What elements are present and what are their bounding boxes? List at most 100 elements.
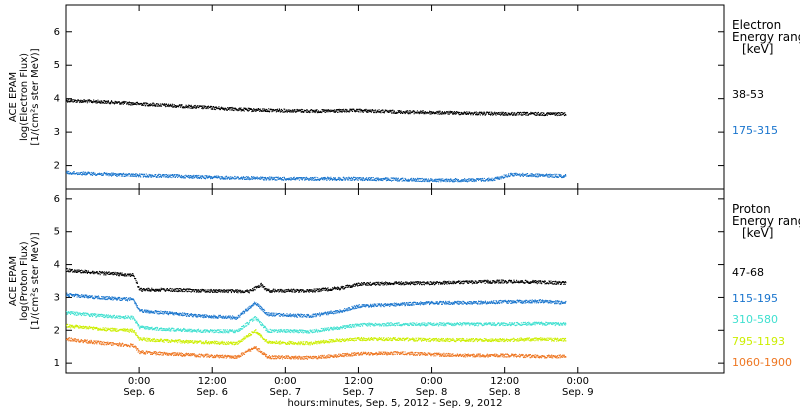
data-point	[517, 173, 519, 175]
data-point	[118, 272, 120, 274]
data-point	[145, 311, 147, 313]
data-point	[435, 113, 437, 115]
data-point	[375, 111, 377, 113]
data-point	[338, 111, 340, 113]
data-point	[323, 177, 325, 179]
data-point	[324, 311, 326, 313]
data-point	[329, 289, 331, 291]
legend-title-electron: Electron	[732, 18, 781, 32]
data-point	[178, 106, 180, 108]
data-point	[507, 176, 509, 178]
data-point	[351, 285, 353, 287]
data-point	[153, 104, 155, 106]
data-point	[229, 317, 231, 319]
data-point	[536, 173, 538, 175]
data-point	[259, 307, 261, 309]
data-point	[455, 282, 457, 284]
data-point	[314, 288, 316, 290]
data-point	[237, 176, 239, 178]
data-point	[549, 113, 551, 115]
data-point	[458, 281, 460, 283]
data-point	[173, 313, 175, 315]
data-point	[476, 178, 478, 180]
data-point	[421, 111, 423, 113]
data-point	[562, 281, 564, 283]
data-point	[353, 108, 355, 110]
data-point	[192, 289, 194, 291]
data-point	[185, 106, 187, 108]
data-point	[295, 177, 297, 179]
data-point	[218, 291, 220, 293]
data-point	[275, 109, 277, 111]
data-point	[446, 178, 448, 180]
data-point	[464, 178, 466, 180]
data-point	[469, 178, 471, 180]
data-point	[141, 289, 143, 291]
data-point	[168, 289, 170, 291]
data-point	[175, 290, 177, 292]
data-point	[159, 176, 161, 178]
data-point	[305, 110, 307, 112]
data-point	[488, 113, 490, 115]
data-point	[444, 283, 446, 285]
data-point	[556, 173, 558, 175]
data-point	[398, 180, 400, 182]
data-point	[325, 109, 327, 111]
data-point	[204, 175, 206, 177]
data-point	[430, 111, 432, 113]
data-point	[198, 289, 200, 291]
data-point	[207, 108, 209, 110]
data-point	[84, 269, 86, 271]
data-point	[481, 281, 483, 283]
data-point	[70, 99, 72, 101]
data-point	[316, 288, 318, 290]
data-point	[119, 102, 121, 104]
data-point	[480, 280, 482, 282]
data-point	[326, 178, 328, 180]
data-point	[124, 298, 126, 300]
data-point	[324, 312, 326, 314]
data-point	[362, 284, 364, 286]
data-point	[535, 111, 537, 113]
data-point	[162, 311, 164, 313]
data-point	[559, 112, 561, 114]
data-point	[479, 111, 481, 113]
data-point	[493, 281, 495, 283]
data-point	[78, 296, 80, 298]
data-point	[445, 281, 447, 283]
data-point	[248, 309, 250, 311]
data-point	[241, 312, 243, 314]
data-point	[554, 114, 556, 116]
data-point	[151, 288, 153, 290]
data-point	[514, 173, 516, 175]
data-point	[286, 315, 288, 317]
data-point	[510, 280, 512, 282]
data-point	[167, 289, 169, 291]
data-point	[561, 112, 563, 114]
data-point	[542, 175, 544, 177]
y-tick-label-electron: 3	[54, 127, 60, 138]
data-point	[364, 109, 366, 111]
data-point	[241, 177, 243, 179]
data-point	[270, 314, 272, 316]
data-point	[521, 174, 523, 176]
data-point	[69, 270, 71, 272]
data-point	[529, 175, 531, 177]
data-point	[483, 112, 485, 114]
data-point	[271, 111, 273, 113]
data-point	[367, 111, 369, 113]
data-point	[306, 111, 308, 113]
data-point	[202, 316, 204, 318]
data-point	[413, 283, 415, 285]
data-point	[249, 179, 251, 181]
data-point	[416, 283, 418, 285]
data-point	[385, 180, 387, 182]
data-point	[438, 283, 440, 285]
data-point	[532, 175, 534, 177]
data-point	[172, 313, 174, 315]
data-point	[177, 176, 179, 178]
data-point	[113, 298, 115, 300]
data-point	[434, 284, 436, 286]
data-point	[355, 304, 357, 306]
data-point	[402, 281, 404, 283]
